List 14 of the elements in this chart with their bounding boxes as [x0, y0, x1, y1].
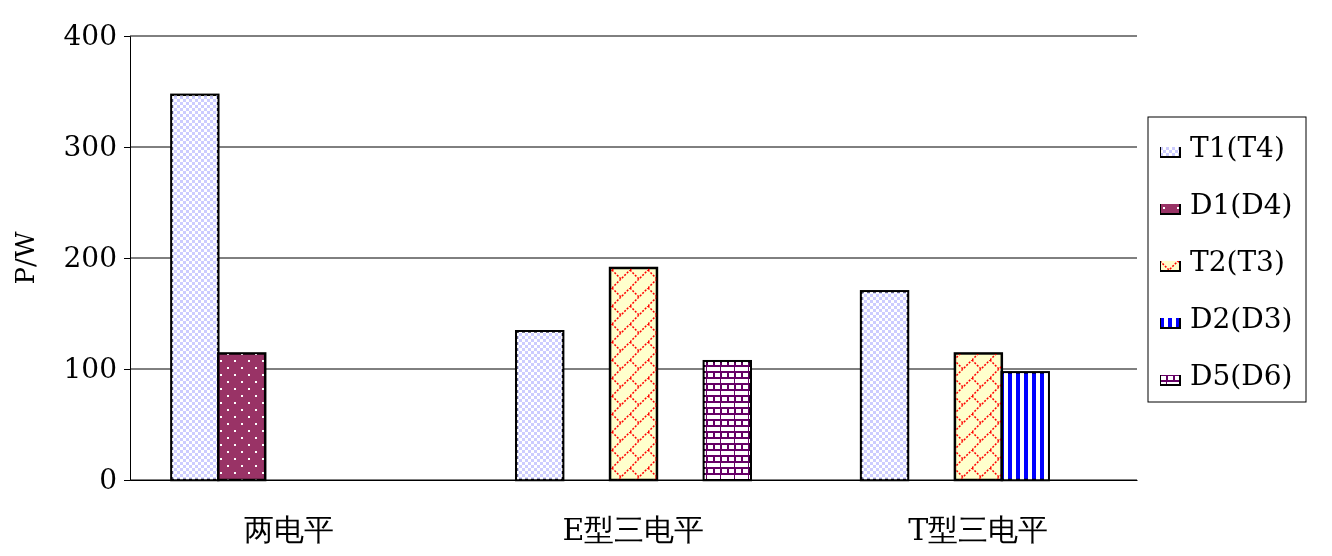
y-tick-label: 0 — [99, 463, 117, 497]
y-tick-label: 100 — [63, 352, 117, 386]
x-tick-label: 两电平 — [243, 512, 334, 547]
legend-label: D2(D3) — [1190, 302, 1293, 335]
x-tick-label: T型三电平 — [908, 512, 1049, 547]
legend-label: T2(T3) — [1190, 245, 1285, 278]
legend-label: D5(D6) — [1190, 359, 1293, 392]
y-tick-label: 200 — [63, 241, 117, 275]
legend-label: D1(D4) — [1190, 188, 1293, 221]
y-tick-label: 400 — [63, 19, 117, 53]
y-axis-title: P/W — [10, 231, 40, 285]
legend-label: T1(T4) — [1190, 131, 1285, 164]
x-tick-label: E型三电平 — [562, 512, 705, 547]
y-tick-label: 300 — [63, 130, 117, 164]
